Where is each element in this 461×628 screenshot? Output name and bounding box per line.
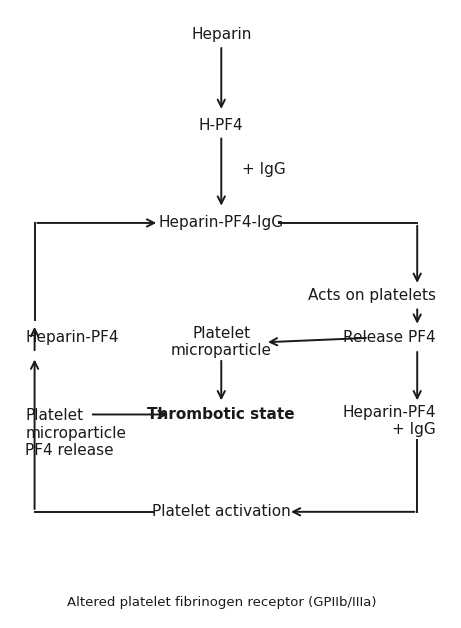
Text: Altered platelet fibrinogen receptor (GPIIb/IIIa): Altered platelet fibrinogen receptor (GP… <box>66 597 376 609</box>
Text: Heparin-PF4: Heparin-PF4 <box>25 330 119 345</box>
Text: Release PF4: Release PF4 <box>343 330 436 345</box>
Text: Heparin-PF4-IgG: Heparin-PF4-IgG <box>159 215 284 230</box>
Text: Platelet
microparticle
PF4 release: Platelet microparticle PF4 release <box>25 408 126 458</box>
Text: Platelet
microparticle: Platelet microparticle <box>171 326 272 359</box>
Text: Heparin-PF4
+ IgG: Heparin-PF4 + IgG <box>342 404 436 437</box>
Text: Thrombotic state: Thrombotic state <box>148 407 295 422</box>
Text: Acts on platelets: Acts on platelets <box>307 288 436 303</box>
Text: Heparin: Heparin <box>191 27 251 42</box>
Text: + IgG: + IgG <box>242 162 286 177</box>
Text: Platelet activation: Platelet activation <box>152 504 290 519</box>
Text: H-PF4: H-PF4 <box>199 118 243 133</box>
